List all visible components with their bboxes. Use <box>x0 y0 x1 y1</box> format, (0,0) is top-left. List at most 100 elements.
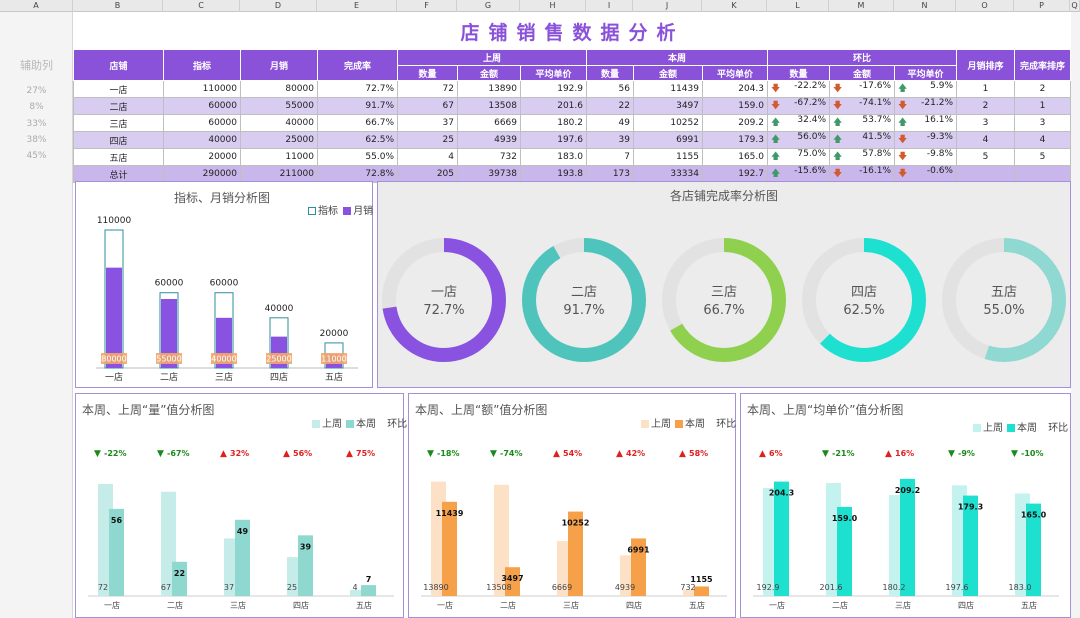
cell-ch-avg[interactable]: 🡇 -21.2% <box>894 97 957 115</box>
cell-lw-qty[interactable]: 25 <box>397 131 458 149</box>
cell-completion-rank[interactable]: 1 <box>1014 97 1071 115</box>
column-header-c[interactable]: C <box>163 0 240 12</box>
cell-tw-avg[interactable]: 159.0 <box>702 97 768 115</box>
th-tw-qty[interactable]: 数量 <box>586 65 634 81</box>
avg-price-chart-panel[interactable]: 本周、上周“均单价”值分析图 上周 本周 环比 192.9 204.3 ▲ 6% 一店 20… <box>740 393 1071 618</box>
th-wow[interactable]: 环比 <box>767 49 957 66</box>
cell-completion[interactable]: 55.0% <box>317 148 398 166</box>
th-target[interactable]: 指标 <box>163 49 241 81</box>
th-store[interactable]: 店铺 <box>73 49 164 81</box>
column-header-l[interactable]: L <box>767 0 829 12</box>
th-lw-avg[interactable]: 平均单价 <box>520 65 587 81</box>
cell-ch-qty[interactable]: 🡅 32.4% <box>767 114 830 132</box>
cell-lw-amt[interactable]: 6669 <box>457 114 521 132</box>
th-monthly[interactable]: 月销 <box>240 49 318 81</box>
helper-cell[interactable]: 33% <box>26 118 47 129</box>
cell-completion[interactable]: 72.8% <box>317 165 398 183</box>
cell-target[interactable]: 290000 <box>163 165 241 183</box>
column-header-b[interactable]: B <box>73 0 163 12</box>
table-row[interactable]: 一店 110000 80000 72.7% 72 13890 192.9 56 11439 204… <box>73 80 1071 98</box>
cell-tw-qty[interactable]: 56 <box>586 80 634 98</box>
column-header-m[interactable]: M <box>829 0 894 12</box>
cell-target[interactable]: 20000 <box>163 148 241 166</box>
table-row[interactable]: 五店 20000 11000 55.0% 4 732 183.0 7 1155 165.0 🡅 75.… <box>73 148 1071 166</box>
cell-ch-amt[interactable]: 🡇 -17.6% <box>829 80 895 98</box>
cell-ch-qty[interactable]: 🡅 -15.6% <box>767 165 830 183</box>
cell-monthly[interactable]: 25000 <box>240 131 318 149</box>
cell-lw-avg[interactable]: 197.6 <box>520 131 587 149</box>
cell-completion[interactable]: 91.7% <box>317 97 398 115</box>
th-tw-amt[interactable]: 金额 <box>633 65 703 81</box>
column-header-f[interactable]: F <box>397 0 457 12</box>
th-completion[interactable]: 完成率 <box>317 49 398 81</box>
qty-chart-panel[interactable]: 本周、上周“量”值分析图 上周 本周 环比 72 56 ▼ -22% 一店 67 22 ▼ -67… <box>75 393 407 618</box>
th-monthly-rank[interactable]: 月销排序 <box>956 49 1015 81</box>
cell-store[interactable]: 四店 <box>73 131 164 149</box>
cell-tw-amt[interactable]: 6991 <box>633 131 703 149</box>
cell-completion[interactable]: 62.5% <box>317 131 398 149</box>
cell-monthly-rank[interactable]: 5 <box>956 148 1015 166</box>
table-row[interactable]: 四店 40000 25000 62.5% 25 4939 197.6 39 6991 179.3 🡅… <box>73 131 1071 149</box>
cell-target[interactable]: 60000 <box>163 97 241 115</box>
cell-tw-amt[interactable]: 1155 <box>633 148 703 166</box>
th-ch-amt[interactable]: 金额 <box>829 65 895 81</box>
cell-ch-qty[interactable]: 🡅 75.0% <box>767 148 830 166</box>
cell-tw-amt[interactable]: 33334 <box>633 165 703 183</box>
cell-lw-qty[interactable]: 72 <box>397 80 458 98</box>
th-ch-avg[interactable]: 平均单价 <box>894 65 957 81</box>
th-this-week[interactable]: 本周 <box>586 49 768 66</box>
cell-store[interactable]: 总计 <box>73 165 164 183</box>
column-header-i[interactable]: I <box>586 0 633 12</box>
cell-target[interactable]: 110000 <box>163 80 241 98</box>
cell-store[interactable]: 一店 <box>73 80 164 98</box>
cell-lw-avg[interactable]: 180.2 <box>520 114 587 132</box>
cell-ch-qty[interactable]: 🡇 -22.2% <box>767 80 830 98</box>
cell-monthly-rank[interactable] <box>956 165 1015 183</box>
cell-lw-qty[interactable]: 4 <box>397 148 458 166</box>
cell-tw-qty[interactable]: 39 <box>586 131 634 149</box>
cell-tw-amt[interactable]: 11439 <box>633 80 703 98</box>
cell-monthly-rank[interactable]: 4 <box>956 131 1015 149</box>
cell-tw-qty[interactable]: 7 <box>586 148 634 166</box>
cell-monthly-rank[interactable]: 1 <box>956 80 1015 98</box>
cell-tw-amt[interactable]: 3497 <box>633 97 703 115</box>
cell-completion[interactable]: 66.7% <box>317 114 398 132</box>
table-row[interactable]: 总计 290000 211000 72.8% 205 39738 193.8 173 33334… <box>73 165 1071 183</box>
cell-lw-amt[interactable]: 13508 <box>457 97 521 115</box>
th-last-week[interactable]: 上周 <box>397 49 587 66</box>
cell-completion-rank[interactable]: 5 <box>1014 148 1071 166</box>
cell-store[interactable]: 二店 <box>73 97 164 115</box>
cell-ch-avg[interactable]: 🡇 -0.6% <box>894 165 957 183</box>
cell-tw-avg[interactable]: 204.3 <box>702 80 768 98</box>
cell-completion[interactable]: 72.7% <box>317 80 398 98</box>
cell-tw-qty[interactable]: 49 <box>586 114 634 132</box>
cell-lw-avg[interactable]: 192.9 <box>520 80 587 98</box>
th-lw-amt[interactable]: 金额 <box>457 65 521 81</box>
cell-ch-qty[interactable]: 🡅 56.0% <box>767 131 830 149</box>
cell-completion-rank[interactable] <box>1014 165 1071 183</box>
column-header-k[interactable]: K <box>702 0 767 12</box>
helper-cell[interactable]: 8% <box>29 102 44 113</box>
column-header-j[interactable]: J <box>633 0 702 12</box>
cell-store[interactable]: 三店 <box>73 114 164 132</box>
cell-tw-avg[interactable]: 209.2 <box>702 114 768 132</box>
column-header-p[interactable]: P <box>1014 0 1070 12</box>
cell-tw-amt[interactable]: 10252 <box>633 114 703 132</box>
column-header-q[interactable]: Q <box>1070 0 1080 12</box>
th-completion-rank[interactable]: 完成率排序 <box>1014 49 1071 81</box>
cell-target[interactable]: 60000 <box>163 114 241 132</box>
helper-cell[interactable]: 27% <box>26 86 47 96</box>
cell-ch-avg[interactable]: 🡇 -9.3% <box>894 131 957 149</box>
cell-monthly[interactable]: 211000 <box>240 165 318 183</box>
cell-lw-qty[interactable]: 205 <box>397 165 458 183</box>
cell-monthly[interactable]: 80000 <box>240 80 318 98</box>
cell-completion-rank[interactable]: 3 <box>1014 114 1071 132</box>
completion-chart-panel[interactable]: 各店铺完成率分析图 一店 72.7% 二店 91.7% 三店 66.7% 四店 62.5% 五店… <box>377 181 1071 388</box>
cell-lw-avg[interactable]: 201.6 <box>520 97 587 115</box>
column-header-a[interactable]: A <box>0 0 73 12</box>
th-lw-qty[interactable]: 数量 <box>397 65 458 81</box>
target-monthly-chart-panel[interactable]: 指标、月销分析图 指标 月销 110000 80000 一店 60000 55000 二店… <box>75 181 373 388</box>
helper-cell[interactable]: 38% <box>26 134 47 145</box>
cell-lw-qty[interactable]: 67 <box>397 97 458 115</box>
cell-completion-rank[interactable]: 2 <box>1014 80 1071 98</box>
